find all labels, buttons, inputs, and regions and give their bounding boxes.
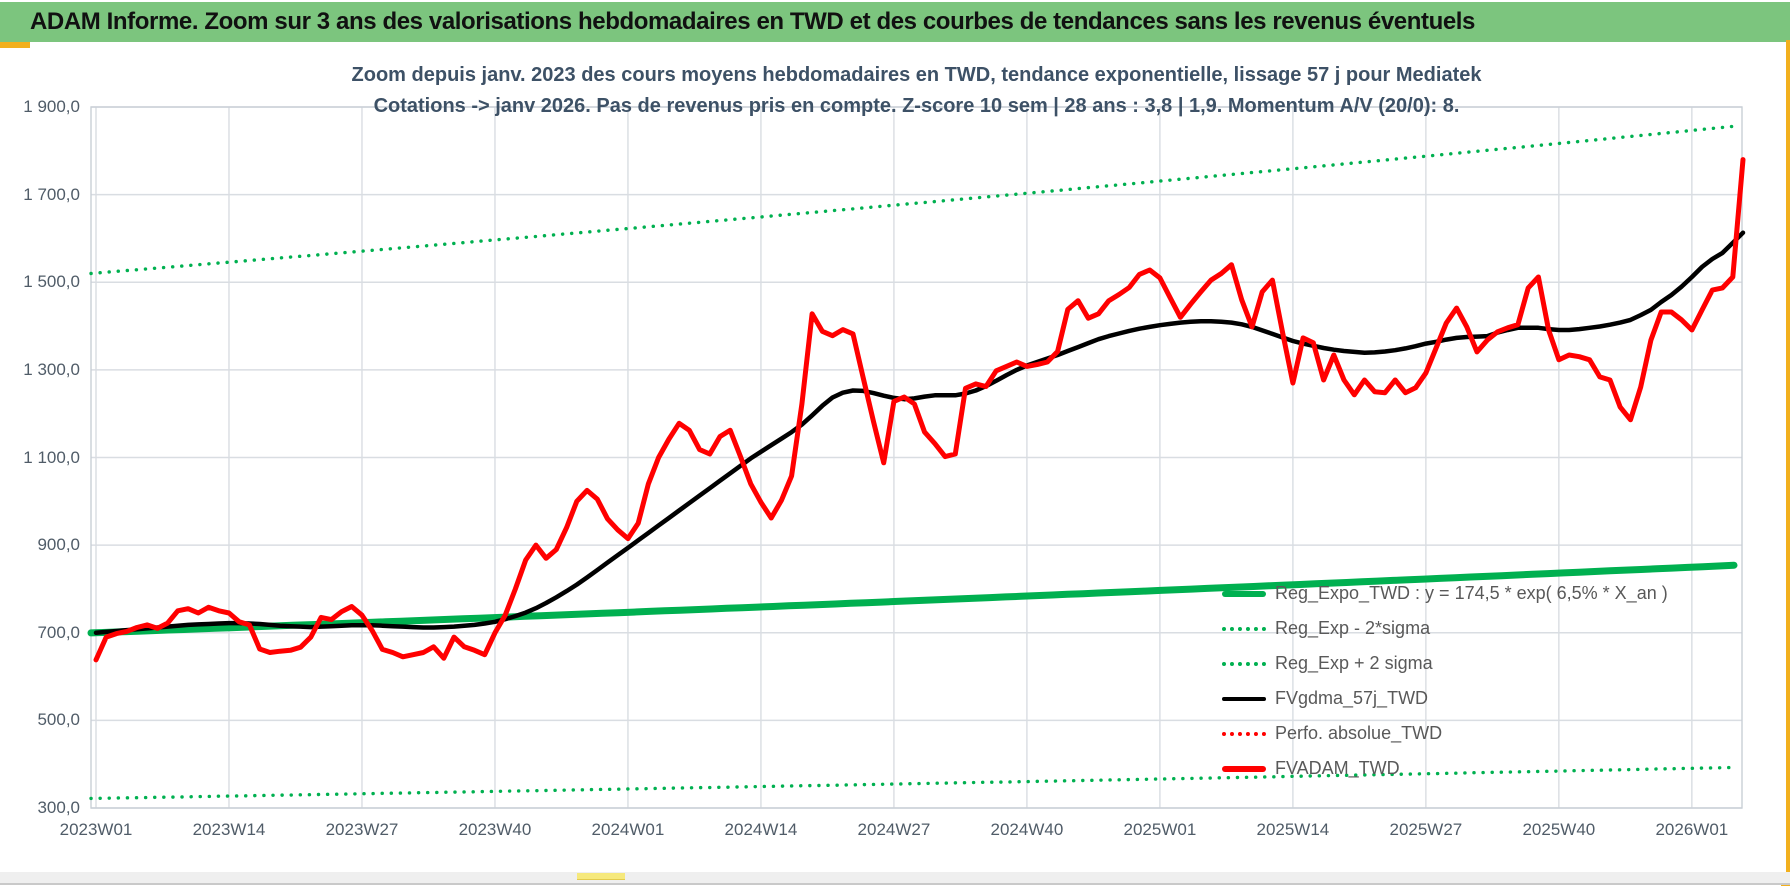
y-tick-label: 700,0 — [37, 622, 80, 642]
legend-item-minus-2sigma[interactable]: Reg_Exp - 2*sigma — [1222, 611, 1668, 646]
y-tick-label: 500,0 — [37, 710, 80, 730]
y-tick-label: 1 100,0 — [23, 447, 80, 467]
legend-label: Reg_Exp + 2 sigma — [1275, 653, 1433, 673]
y-tick-label: 1 500,0 — [23, 272, 80, 292]
legend-label: Reg_Expo_TWD : y = 174,5 * exp( 6,5% * X… — [1275, 583, 1668, 603]
bottom-scroll-thumb[interactable] — [577, 873, 625, 880]
x-tick-label: 2024W40 — [990, 820, 1064, 839]
x-tick-label: 2023W01 — [59, 820, 133, 839]
legend[interactable]: Reg_Expo_TWD : y = 174,5 * exp( 6,5% * X… — [1222, 576, 1668, 786]
y-tick-label: 900,0 — [37, 535, 80, 555]
Reg_Exp_plus_2sigma-line — [89, 124, 1736, 276]
Reg_Exp_minus_2sigma-line — [89, 765, 1736, 801]
x-tick-label: 2024W01 — [591, 820, 665, 839]
bottom-divider — [0, 883, 1790, 885]
chart-frame — [0, 48, 1786, 872]
chart-title-line1: Zoom depuis janv. 2023 des cours moyens … — [351, 64, 1482, 86]
legend-item-plus-2sigma[interactable]: Reg_Exp + 2 sigma — [1222, 646, 1668, 681]
green-thick-line-swatch — [1222, 590, 1266, 597]
x-tick-label: 2023W40 — [458, 820, 532, 839]
legend-label: FVgdma_57j_TWD — [1275, 688, 1429, 708]
page-title: ADAM Informe. Zoom sur 3 ans des valoris… — [30, 8, 1475, 35]
y-tick-label: 300,0 — [37, 798, 80, 817]
x-tick-label: 2025W40 — [1522, 820, 1596, 839]
x-tick-label: 2023W14 — [192, 820, 266, 839]
y-tick-label: 1 300,0 — [23, 359, 80, 379]
FVADAM_TWD-line — [93, 157, 1746, 663]
x-tick-label: 2025W01 — [1123, 820, 1197, 839]
legend-item-fvgdma[interactable]: FVgdma_57j_TWD — [1222, 681, 1668, 716]
x-tick-label: 2023W27 — [325, 820, 399, 839]
y-tick-label: 1 900,0 — [23, 97, 80, 116]
green-dotted-line-swatch — [1222, 626, 1266, 631]
x-tick-label: 2026W01 — [1655, 820, 1729, 839]
legend-item-fvadam[interactable]: FVADAM_TWD — [1222, 751, 1668, 786]
x-tick-label: 2024W27 — [857, 820, 931, 839]
legend-label: Perfo. absolue_TWD — [1275, 723, 1443, 743]
x-tick-label: 2025W27 — [1389, 820, 1463, 839]
bottom-scroll-strip[interactable] — [0, 872, 1790, 884]
red-thick-line-swatch — [1222, 765, 1266, 772]
header-bar: ADAM Informe. Zoom sur 3 ans des valoris… — [0, 2, 1790, 42]
x-tick-label: 2024W14 — [724, 820, 798, 839]
x-tick-label: 2025W14 — [1256, 820, 1330, 839]
green-dotted-line-swatch — [1222, 661, 1266, 666]
gold-notch-accent — [0, 42, 30, 48]
legend-label: Reg_Exp - 2*sigma — [1275, 618, 1431, 638]
chart-title-line2: Cotations -> janv 2026. Pas de revenus p… — [373, 95, 1460, 117]
chart-title: Zoom depuis janv. 2023 des cours moyens … — [91, 60, 1742, 122]
red-dotted-line-swatch — [1222, 731, 1266, 736]
y-tick-label: 1 700,0 — [23, 184, 80, 204]
plot-border — [90, 106, 1743, 809]
black-line-swatch — [1222, 696, 1266, 701]
legend-label: FVADAM_TWD — [1275, 758, 1400, 778]
legend-item-perfo-absolue[interactable]: Perfo. absolue_TWD — [1222, 716, 1668, 751]
right-edge-accent — [1786, 40, 1790, 886]
legend-item-reg-expo[interactable]: Reg_Expo_TWD : y = 174,5 * exp( 6,5% * X… — [1222, 576, 1668, 611]
